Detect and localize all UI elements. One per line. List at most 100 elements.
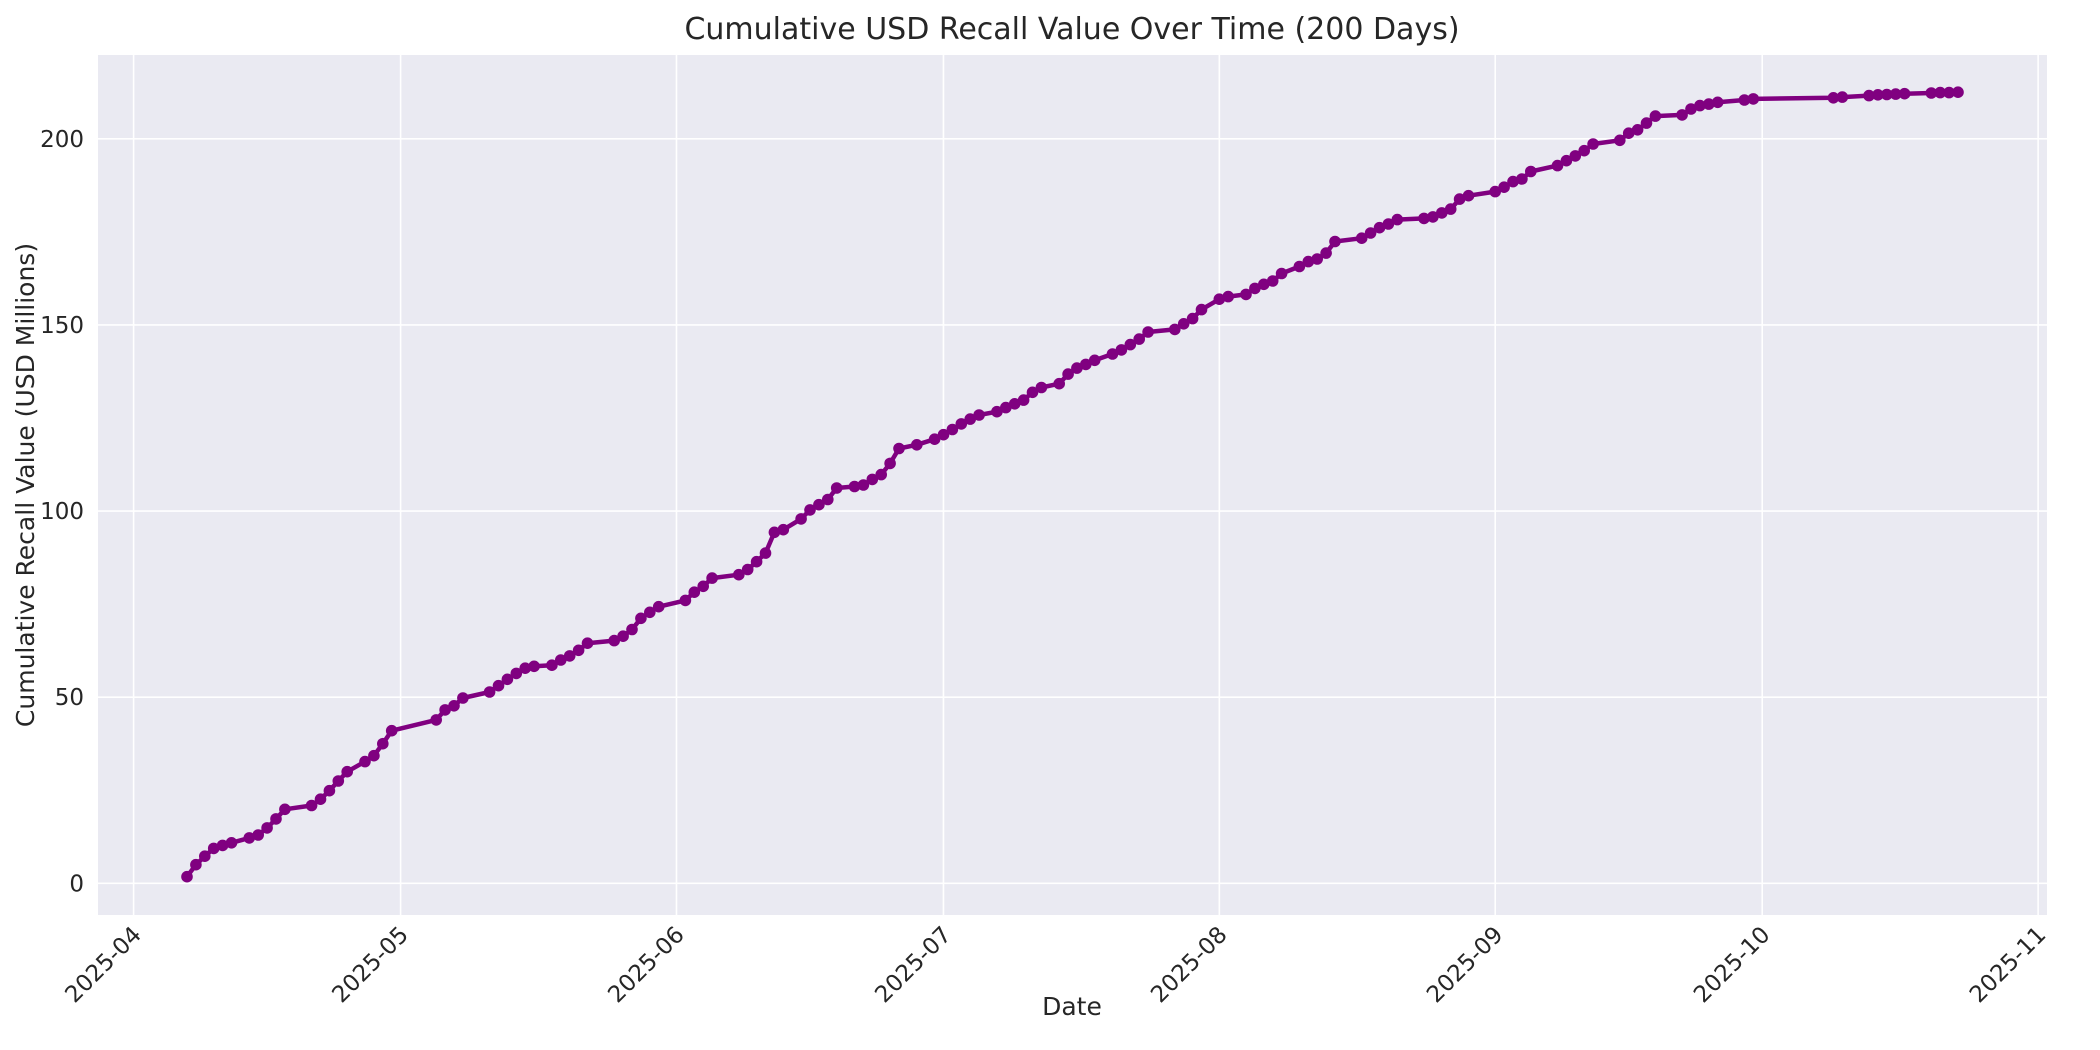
x-tick-label: 2025-07: [870, 922, 956, 1008]
data-point: [279, 803, 291, 816]
data-point: [955, 418, 968, 430]
data-point: [1952, 86, 1964, 98]
data-point: [190, 858, 202, 871]
data-point: [1311, 253, 1323, 265]
data-point: [385, 724, 398, 737]
data-point: [1249, 282, 1261, 295]
data-point: [1106, 348, 1119, 360]
x-tick-label: 2025-04: [60, 922, 146, 1008]
data-point: [937, 428, 950, 441]
data-point: [1898, 87, 1911, 100]
data-point: [1587, 138, 1599, 150]
data-point: [1747, 93, 1760, 105]
data-point: [1186, 312, 1199, 325]
data-point: [1177, 318, 1190, 330]
y-tick-label: 50: [55, 685, 84, 711]
data-point: [270, 813, 282, 825]
data-point: [1213, 293, 1226, 306]
data-point: [644, 606, 656, 619]
data-point: [1453, 193, 1466, 205]
data-point: [216, 839, 229, 852]
data-point: [439, 704, 451, 716]
data-point: [1462, 189, 1475, 202]
data-point: [1373, 221, 1386, 234]
data-point: [261, 822, 273, 834]
data-point: [1017, 394, 1030, 406]
data-point: [510, 667, 523, 680]
data-point: [804, 504, 816, 516]
data-point: [635, 612, 647, 625]
data-point: [572, 644, 585, 657]
data-point: [1275, 267, 1288, 280]
data-point: [225, 837, 238, 849]
data-point: [519, 662, 531, 674]
data-point: [1863, 89, 1875, 102]
data-point: [1551, 159, 1564, 172]
data-point: [528, 660, 540, 673]
x-axis-label: Date: [1042, 992, 1102, 1021]
y-tick-label: 200: [40, 127, 84, 153]
data-point: [1836, 91, 1849, 103]
data-point: [1640, 117, 1653, 129]
data-point: [1925, 87, 1938, 99]
data-point: [1418, 212, 1430, 225]
data-point: [377, 737, 389, 750]
data-point: [252, 829, 264, 841]
data-point: [777, 523, 790, 536]
x-tick-label: 2025-11: [1965, 922, 2051, 1008]
data-point: [181, 870, 193, 883]
data-point: [964, 413, 976, 425]
data-point: [911, 439, 923, 451]
data-point: [483, 686, 496, 698]
x-tick-label: 2025-06: [603, 922, 689, 1008]
data-point: [1124, 338, 1137, 351]
data-point: [430, 714, 443, 726]
data-point: [733, 568, 745, 581]
data-point: [1240, 288, 1252, 301]
data-point: [581, 637, 594, 649]
data-point: [884, 457, 896, 470]
data-point: [875, 468, 887, 481]
data-point: [199, 850, 211, 862]
data-point: [866, 473, 879, 486]
data-point: [1436, 207, 1448, 219]
data-point: [501, 673, 514, 686]
data-point: [1320, 247, 1332, 259]
data-point: [1071, 362, 1083, 374]
data-point: [1827, 92, 1840, 104]
data-point: [848, 480, 861, 493]
data-point: [1115, 344, 1128, 356]
data-point: [1195, 303, 1208, 316]
data-point: [830, 482, 843, 494]
gridlines: [98, 55, 2047, 915]
data-point: [1142, 326, 1154, 338]
data-point: [1026, 386, 1039, 399]
data-point: [1943, 86, 1955, 99]
data-point: [563, 650, 576, 662]
data-point: [207, 842, 220, 855]
data-point: [1631, 124, 1644, 136]
data-point: [1053, 377, 1065, 390]
data-point: [1035, 381, 1048, 394]
data-point: [1560, 154, 1573, 167]
data-point: [973, 409, 985, 421]
y-tick-label: 100: [40, 499, 84, 525]
data-point: [1088, 354, 1101, 367]
data-point: [1133, 333, 1145, 345]
data-point: [697, 580, 709, 593]
data-point: [314, 793, 327, 805]
data-point: [1222, 290, 1234, 303]
data-point: [555, 654, 567, 666]
x-tick-label: 2025-09: [1422, 922, 1508, 1008]
data-point: [617, 630, 629, 642]
data-point: [706, 572, 718, 584]
data-point: [1622, 127, 1635, 139]
data-point: [1694, 99, 1706, 112]
data-point: [1525, 165, 1537, 178]
data-point: [492, 679, 505, 692]
data-point: [1329, 235, 1341, 248]
data-series: [181, 86, 1964, 883]
data-point: [1889, 88, 1902, 100]
data-point: [813, 498, 825, 511]
